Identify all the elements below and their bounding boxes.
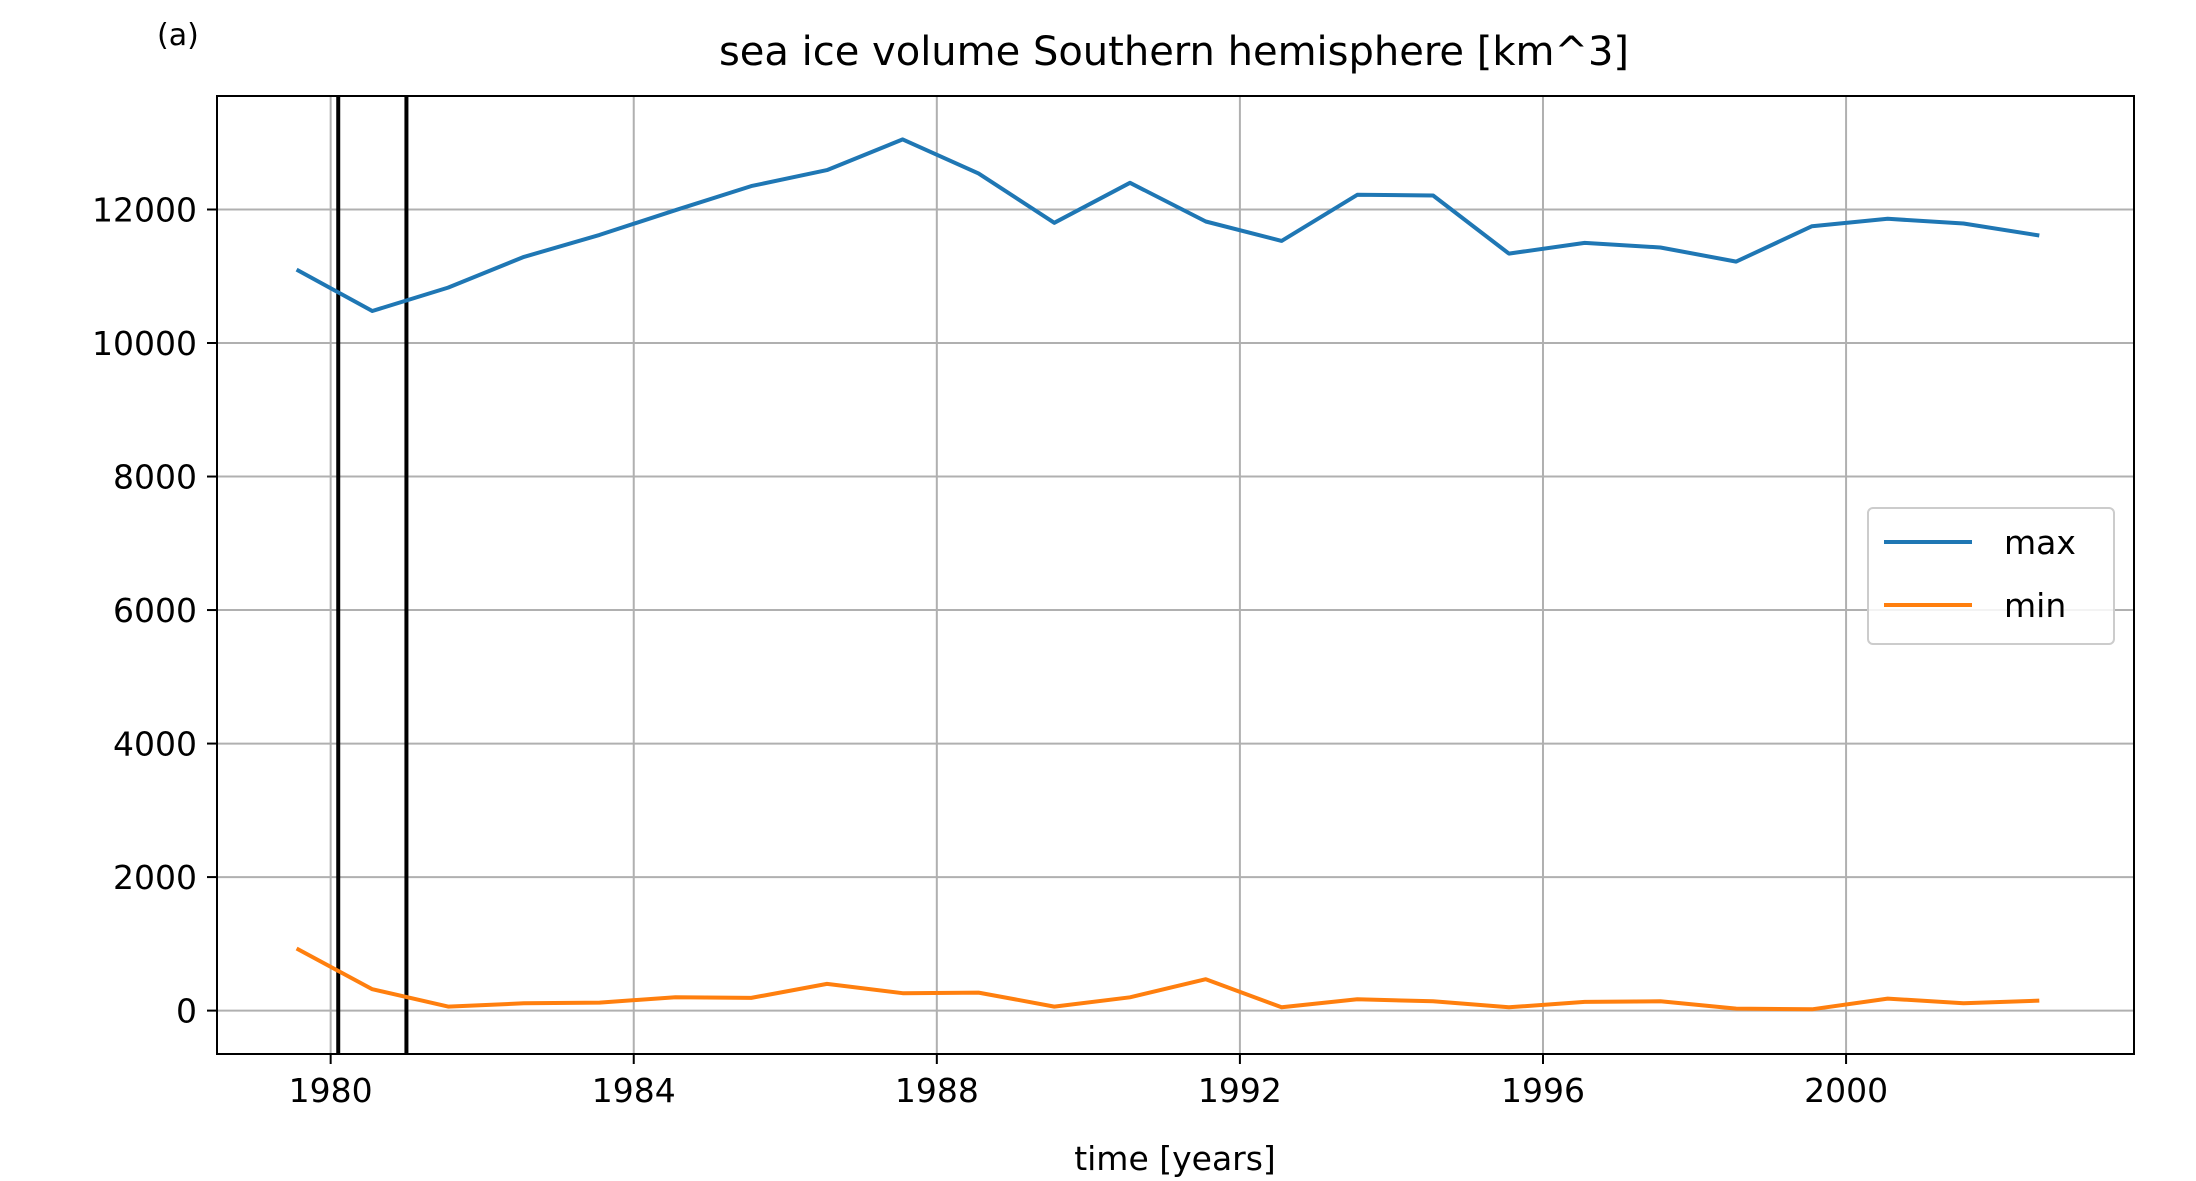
legend-box — [1867, 507, 2115, 645]
chart-title: sea ice volume Southern hemisphere [km^3… — [719, 29, 1629, 75]
x-axis: 1980 1984 1988 1992 1996 2000 — [289, 1054, 1888, 1110]
y-tick-label: 4000 — [113, 725, 197, 764]
y-tick-label: 0 — [176, 992, 197, 1031]
series-layer — [295, 137, 2040, 1012]
x-tick-label: 1996 — [1501, 1071, 1585, 1110]
grid-layer — [217, 96, 2134, 1054]
x-tick-label: 1988 — [895, 1071, 979, 1110]
x-tick-label: 1980 — [289, 1071, 373, 1110]
series-line-min — [295, 946, 2040, 1012]
x-tick-label: 1984 — [592, 1071, 676, 1110]
y-tick-label: 10000 — [92, 324, 197, 363]
legend-label-min: min — [2004, 586, 2066, 625]
y-tick-label: 2000 — [113, 858, 197, 897]
legend-label-max: max — [2004, 523, 2076, 562]
series-line-max — [295, 137, 2040, 313]
y-tick-label: 8000 — [113, 458, 197, 497]
y-axis: 0 2000 4000 6000 8000 10000 12000 — [92, 190, 217, 1031]
panel-label: (a) — [157, 18, 199, 53]
x-tick-label: 2000 — [1804, 1071, 1888, 1110]
x-tick-label: 1992 — [1198, 1071, 1282, 1110]
y-tick-label: 12000 — [92, 190, 197, 229]
legend: max min — [1867, 507, 2115, 645]
vertical-lines-layer — [336, 96, 409, 1054]
y-tick-label: 6000 — [113, 591, 197, 630]
x-axis-title: time [years] — [1074, 1139, 1276, 1178]
plot-frame — [216, 95, 2135, 1055]
